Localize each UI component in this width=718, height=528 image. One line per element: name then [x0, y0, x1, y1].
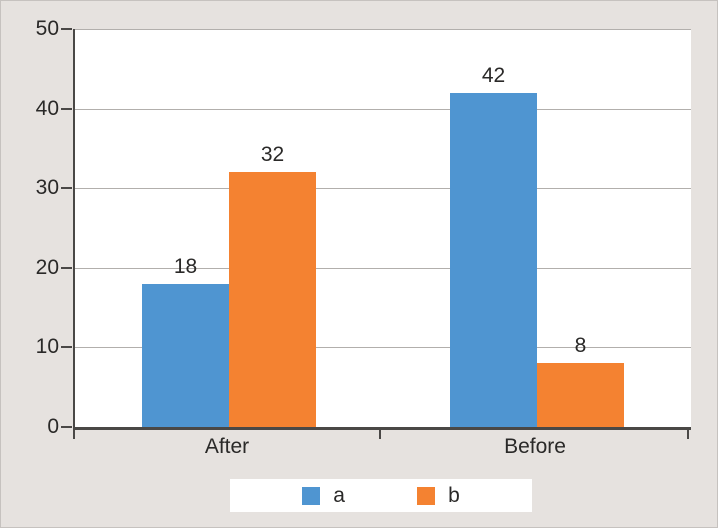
legend: a b — [230, 479, 532, 512]
gridline — [75, 29, 691, 30]
y-tick-label: 50 — [35, 17, 59, 40]
y-tick-label: 20 — [35, 255, 59, 279]
legend-item-a: a — [302, 483, 345, 507]
y-tick-mark — [61, 28, 72, 30]
gridline — [75, 188, 691, 190]
gridline — [75, 347, 691, 349]
y-tick-mark — [61, 426, 72, 428]
y-tick-label: 0 — [47, 415, 59, 438]
x-tick-mark — [73, 427, 75, 439]
bar-b-after — [229, 172, 316, 427]
x-tick-mark — [379, 427, 381, 439]
x-tick-mark — [687, 427, 689, 439]
y-tick-label: 10 — [35, 335, 59, 359]
legend-swatch-a — [302, 486, 321, 505]
bar-value-label: 42 — [481, 63, 506, 87]
plot-area: 18 32 42 8 — [73, 29, 691, 430]
bar-a-after — [142, 283, 229, 427]
y-tick-mark — [61, 346, 72, 349]
gridline — [75, 267, 691, 269]
x-category-label: After — [204, 435, 250, 458]
legend-label-b: b — [448, 483, 460, 507]
bar-b-before — [537, 363, 624, 427]
legend-item-b: b — [417, 483, 460, 507]
legend-label-a: a — [333, 483, 345, 507]
y-tick-label: 30 — [35, 176, 59, 200]
y-tick-mark — [61, 107, 72, 110]
gridline — [75, 108, 691, 110]
bar-value-label: 8 — [574, 334, 587, 358]
x-category-label: Before — [504, 435, 566, 458]
y-tick-mark — [61, 187, 72, 190]
y-tick-mark — [61, 266, 72, 269]
bar-a-before — [450, 92, 537, 427]
bar-value-label: 18 — [173, 254, 198, 278]
y-tick-label: 40 — [35, 96, 59, 120]
bar-value-label: 32 — [260, 143, 285, 167]
legend-swatch-b — [417, 486, 436, 505]
